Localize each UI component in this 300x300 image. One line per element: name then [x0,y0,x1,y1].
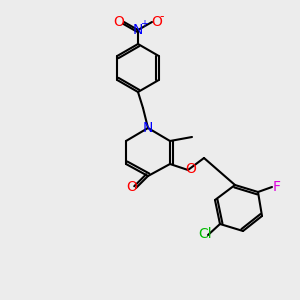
Text: O: O [127,180,137,194]
Text: -: - [160,11,164,23]
Text: +: + [140,19,148,29]
Text: F: F [273,180,281,194]
Text: O: O [152,15,162,29]
Text: N: N [143,121,153,135]
Text: O: O [114,15,124,29]
Text: Cl: Cl [198,227,212,241]
Text: O: O [186,162,196,176]
Text: N: N [133,23,143,37]
